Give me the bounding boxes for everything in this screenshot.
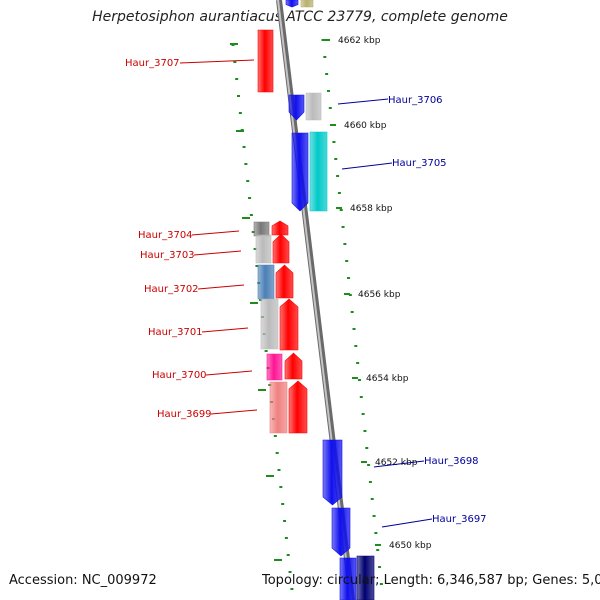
summary-text: Topology: circular; Length: 6,346,587 bp…	[262, 573, 600, 588]
accession-text: Accession: NC_009972	[9, 573, 157, 588]
gene-feature	[271, 220, 289, 236]
gene-label: Haur_3699	[157, 409, 212, 420]
gene-label: Haur_3705	[392, 158, 447, 169]
gene-label: Haur_3700	[152, 370, 207, 381]
gene-feature	[356, 555, 375, 600]
gene-feature	[331, 507, 351, 557]
gene-label-leader	[381, 518, 433, 528]
gene-feature	[269, 381, 288, 434]
gene-label: Haur_3706	[388, 95, 443, 106]
gene-feature	[291, 132, 309, 212]
gene-label-leader	[341, 162, 393, 170]
gene-feature	[253, 221, 270, 237]
gene-feature	[275, 264, 294, 299]
gene-feature	[260, 298, 279, 350]
gene-feature	[322, 439, 343, 506]
gene-feature	[257, 29, 274, 93]
scale-label: 4650 kbp	[389, 541, 432, 551]
gene-label-leader	[373, 460, 425, 468]
gene-label-leader	[193, 250, 242, 256]
gene-feature	[255, 234, 272, 264]
gene-label-leader	[201, 327, 249, 333]
scale-label: 4656 kbp	[358, 290, 401, 300]
gene-feature	[288, 380, 308, 434]
scale-label: 4660 kbp	[344, 121, 387, 131]
gene-label-leader	[179, 59, 255, 64]
scale-label: 4652 kbp	[375, 458, 418, 468]
gene-feature	[279, 298, 299, 351]
gene-feature	[266, 353, 283, 381]
gene-feature	[339, 557, 357, 600]
gene-feature	[285, 0, 299, 8]
gene-label-leader	[191, 230, 240, 236]
gene-label-leader	[337, 98, 389, 105]
gene-feature	[300, 0, 314, 8]
gene-feature	[272, 233, 290, 264]
gene-feature	[284, 352, 303, 380]
gene-label: Haur_3707	[125, 58, 180, 69]
gene-label-leader	[197, 284, 245, 290]
scale-label: 4662 kbp	[338, 36, 381, 46]
gene-label: Haur_3703	[140, 250, 195, 261]
gene-feature	[305, 92, 322, 121]
figure-title: Herpetosiphon aurantiacus ATCC 23779, co…	[92, 9, 508, 25]
gene-label: Haur_3697	[432, 514, 487, 525]
gene-label-leader	[205, 370, 253, 376]
gene-label: Haur_3698	[424, 456, 479, 467]
scale-label: 4654 kbp	[366, 374, 409, 384]
scale-label: 4658 kbp	[350, 204, 393, 214]
gene-feature	[309, 131, 328, 212]
gene-label: Haur_3702	[144, 284, 199, 295]
gene-feature	[288, 94, 305, 121]
gene-label-leader	[210, 409, 258, 415]
gene-label: Haur_3701	[148, 327, 203, 338]
gene-feature	[257, 264, 275, 300]
gene-label: Haur_3704	[138, 230, 193, 241]
